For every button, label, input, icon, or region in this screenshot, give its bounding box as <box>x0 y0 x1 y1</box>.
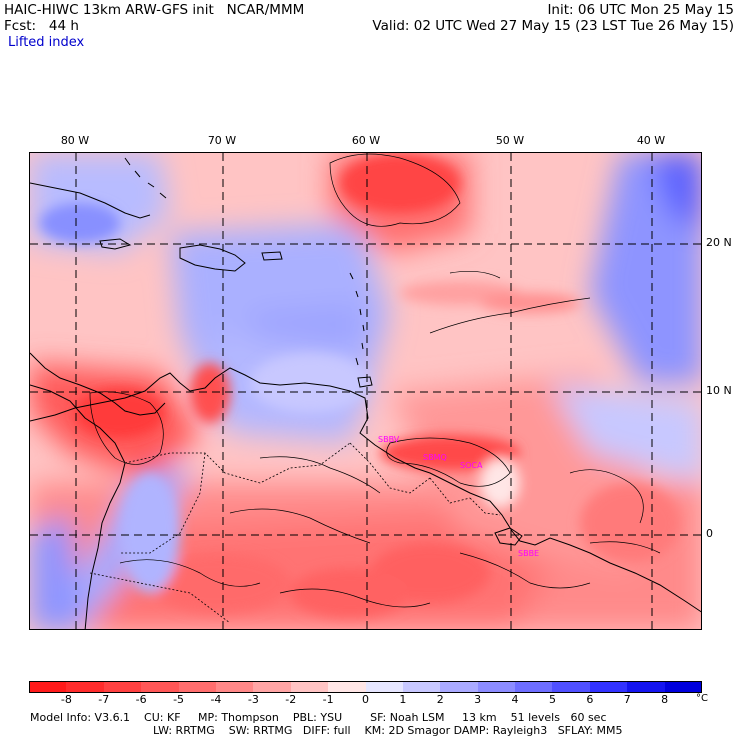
colorbar-cell <box>141 681 180 693</box>
colorbar-tick-label: -8 <box>60 693 72 706</box>
lat-label-10n: 10 N <box>706 384 732 397</box>
field-name: Lifted index <box>8 35 85 50</box>
colorbar-cell <box>402 681 441 693</box>
colorbar-cell <box>178 681 217 693</box>
lon-label-70w: 70 W <box>207 134 237 147</box>
colorbar-tick-label: -3 <box>247 693 259 706</box>
colorbar-cell <box>66 681 105 693</box>
coastlines <box>30 157 701 629</box>
colorbar-cell <box>515 681 553 693</box>
colorbar-cell <box>290 681 329 693</box>
station-label-sbmq: SBMQ <box>423 453 447 462</box>
model-info-line1: Model Info: V3.6.1 CU: KF MP: Thompson P… <box>30 711 607 724</box>
colorbar-tick-label: -4 <box>210 693 222 706</box>
colorbar-cell <box>440 681 479 693</box>
colorbar-tick-label: -7 <box>98 693 110 706</box>
colorbar-tick-label: 4 <box>511 693 519 706</box>
lon-label-40w: 40 W <box>636 134 666 147</box>
lon-label-80w: 80 W <box>60 134 90 147</box>
station-label-soca: SOCA <box>460 461 483 470</box>
forecast-hour: Fcst: 44 h <box>4 18 79 34</box>
colorbar-outline <box>29 681 702 693</box>
lat-label-0: 0 <box>706 527 713 540</box>
model-info-line2: LW: RRTMG SW: RRTMG DIFF: full KM: 2D Sm… <box>153 724 623 737</box>
lat-label-20n: 20 N <box>706 236 732 249</box>
station-label-sbbe: SBBE <box>518 549 539 558</box>
colorbar-tick-label: 2 <box>436 693 444 706</box>
country-borders <box>89 442 501 624</box>
colorbar-cell <box>365 681 404 693</box>
colorbar-cell <box>664 681 703 693</box>
colorbar-cell <box>552 681 591 693</box>
lon-label-50w: 50 W <box>495 134 525 147</box>
colorbar-tick-label: 8 <box>661 693 669 706</box>
colorbar-cell <box>103 681 142 693</box>
colorbar-tick-label: -5 <box>173 693 185 706</box>
colorbar-cell <box>477 681 516 693</box>
lon-label-60w: 60 W <box>351 134 381 147</box>
colorbar-tick-label: -2 <box>285 693 297 706</box>
init-time: Init: 06 UTC Mon 25 May 15 <box>547 2 734 18</box>
colorbar-cell <box>29 681 67 693</box>
colorbar-tick-label: 6 <box>586 693 594 706</box>
valid-time: Valid: 02 UTC Wed 27 May 15 (23 LST Tue … <box>372 18 734 34</box>
model-title: HAIC-HIWC 13km ARW-GFS init NCAR/MMM <box>4 2 305 18</box>
colorbar-tick-label: 7 <box>623 693 631 706</box>
colorbar-cell <box>589 681 628 693</box>
colorbar-cell <box>328 681 366 693</box>
colorbar-tick-label: 0 <box>362 693 369 706</box>
contours <box>89 153 661 608</box>
colorbar-tick-label: 3 <box>474 693 482 706</box>
lifted-index-map: SBBV SBMQ SOCA SBBE <box>29 152 702 630</box>
station-label-sbbv: SBBV <box>378 435 400 444</box>
field-detail <box>40 153 680 618</box>
colorbar-unit: °C <box>696 693 708 704</box>
colorbar-cell <box>215 681 254 693</box>
colorbar-tick-label: -6 <box>135 693 147 706</box>
colorbar-cell <box>253 681 292 693</box>
colorbar-tick-label: 1 <box>399 693 407 706</box>
colorbar-tick-label: -1 <box>322 693 334 706</box>
latlon-grid <box>30 153 701 629</box>
colorbar-tick-label: 5 <box>548 693 556 706</box>
colorbar-cell <box>627 681 666 693</box>
